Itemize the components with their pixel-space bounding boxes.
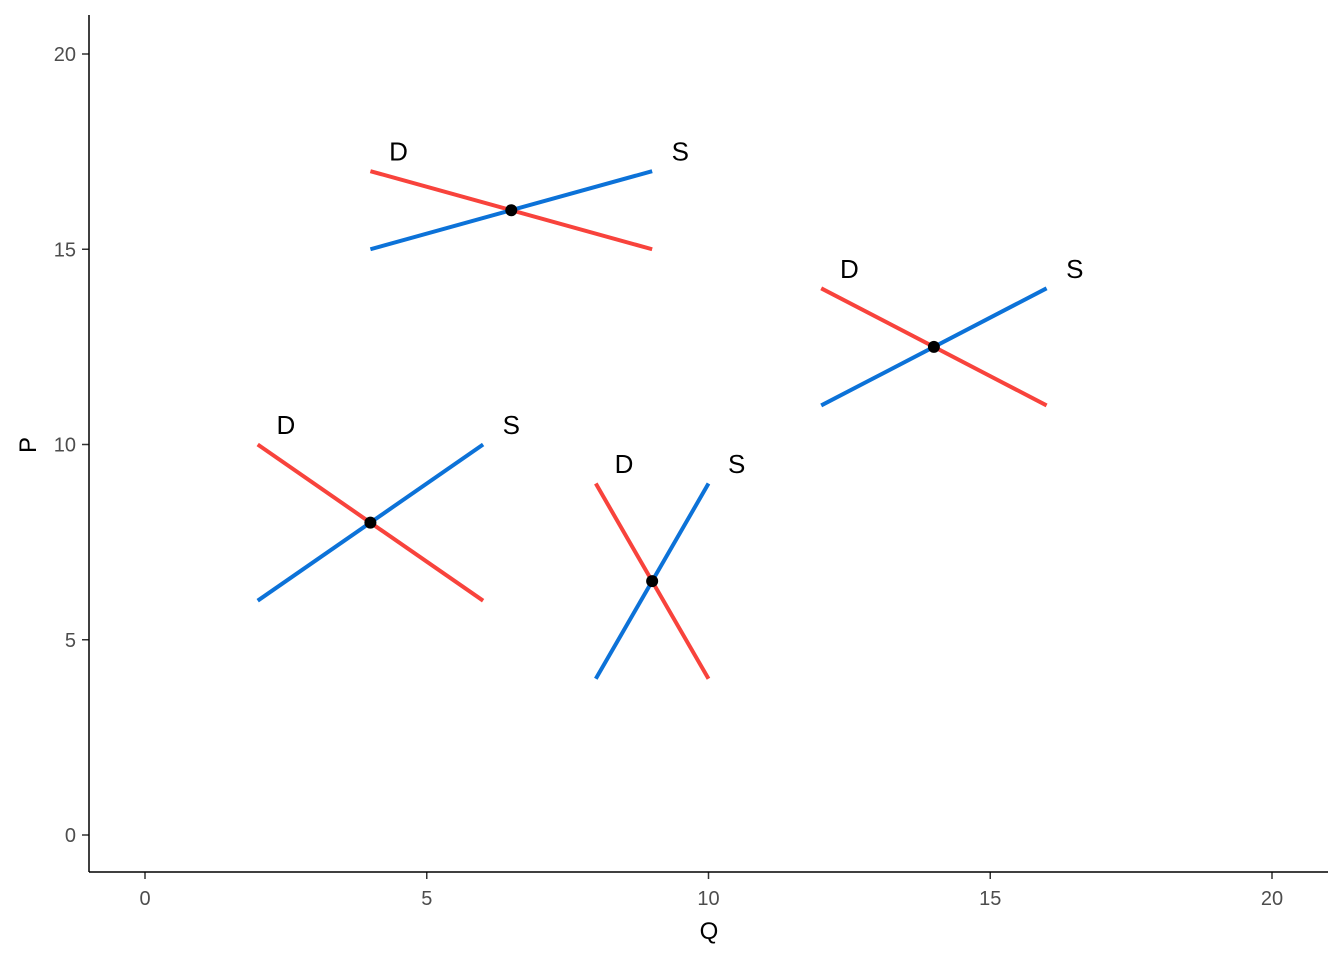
- y-tick-label: 0: [65, 825, 76, 847]
- x-tick-label: 0: [139, 888, 150, 910]
- y-tick-label: 5: [65, 630, 76, 652]
- demand-label: D: [276, 410, 295, 440]
- demand-label: D: [840, 254, 859, 284]
- x-tick-label: 10: [697, 888, 719, 910]
- x-axis-title: Q: [700, 918, 719, 945]
- equilibrium-point: [505, 204, 518, 217]
- supply-label: S: [1066, 254, 1083, 284]
- x-tick-label: 20: [1261, 888, 1283, 910]
- y-axis-title: P: [15, 437, 42, 453]
- y-tick-label: 15: [54, 239, 76, 261]
- y-tick-label: 10: [54, 435, 76, 457]
- y-tick-label: 20: [54, 44, 76, 66]
- x-tick-label: 15: [979, 888, 1001, 910]
- demand-label: D: [615, 449, 634, 479]
- demand-label: D: [389, 137, 408, 167]
- x-tick-label: 5: [421, 888, 432, 910]
- supply-label: S: [728, 449, 745, 479]
- supply-label: S: [672, 137, 689, 167]
- supply-label: S: [503, 410, 520, 440]
- equilibrium-point: [646, 575, 659, 588]
- equilibrium-point: [364, 516, 377, 529]
- equilibrium-point: [927, 340, 940, 353]
